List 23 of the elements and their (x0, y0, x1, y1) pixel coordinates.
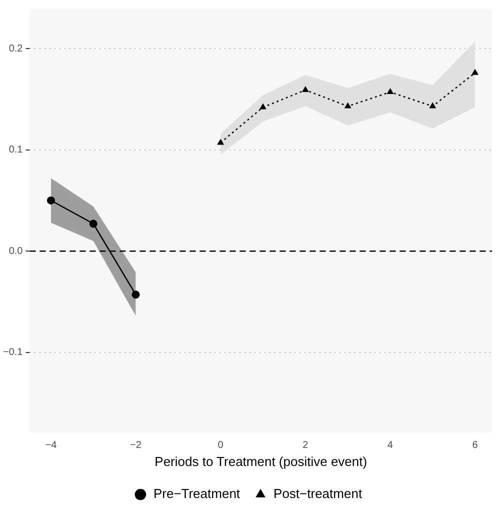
x-tick-label: −2 (130, 440, 142, 452)
x-tick-label: 2 (302, 440, 309, 452)
point (344, 102, 352, 108)
y-tick-label: −0.1 (2, 347, 24, 358)
y-tick-label: 0.1 (8, 144, 24, 156)
point (217, 138, 224, 145)
x-tick-label: 6 (472, 440, 478, 452)
y-tick-label: 0.2 (8, 43, 24, 54)
point (46, 196, 55, 204)
point (429, 102, 436, 108)
x-tick-label: 4 (387, 440, 394, 452)
x-axis-title: Periods to Treatment (positive event) (154, 454, 368, 469)
point (386, 88, 394, 94)
legend-label: Post−treatment (274, 486, 362, 502)
legend-label: Pre−Treatment (153, 486, 240, 502)
point (89, 220, 98, 228)
point (260, 103, 266, 110)
y-tick-label: 0.0 (8, 246, 24, 257)
x-tick-label: 0 (218, 440, 224, 452)
point (302, 86, 309, 92)
x-tick-label: −4 (45, 440, 58, 452)
point (472, 68, 478, 75)
point (132, 290, 140, 299)
